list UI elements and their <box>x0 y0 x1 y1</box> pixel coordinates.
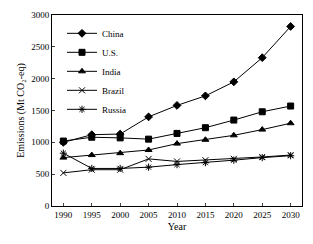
svg-text:India: India <box>102 67 121 77</box>
svg-text:2005: 2005 <box>140 210 159 220</box>
svg-text:Russia: Russia <box>102 105 126 115</box>
svg-text:2025: 2025 <box>253 210 272 220</box>
svg-text:1995: 1995 <box>83 210 102 220</box>
svg-text:1000: 1000 <box>31 137 50 147</box>
svg-text:1500: 1500 <box>31 106 50 116</box>
svg-text:2010: 2010 <box>168 210 187 220</box>
svg-text:2500: 2500 <box>31 42 50 52</box>
svg-text:2000: 2000 <box>111 210 129 220</box>
svg-text:Year: Year <box>168 221 187 232</box>
svg-text:Emissions (Mt CO₂-eq): Emissions (Mt CO₂-eq) <box>15 63 27 158</box>
svg-text:2020: 2020 <box>225 210 244 220</box>
svg-text:3000: 3000 <box>31 10 50 20</box>
svg-text:500: 500 <box>36 169 50 179</box>
svg-text:1990: 1990 <box>54 210 73 220</box>
svg-text:China: China <box>102 29 124 39</box>
svg-text:2000: 2000 <box>31 74 50 84</box>
svg-text:2030: 2030 <box>282 210 301 220</box>
svg-text:Brazil: Brazil <box>102 86 124 96</box>
svg-text:U.S.: U.S. <box>102 48 118 58</box>
svg-text:2015: 2015 <box>196 210 215 220</box>
svg-text:0: 0 <box>45 201 50 211</box>
